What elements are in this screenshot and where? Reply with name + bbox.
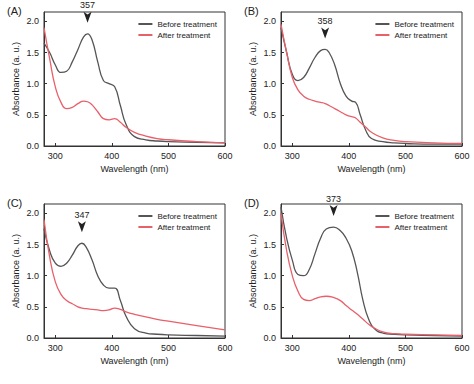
svg-text:(D): (D)	[244, 197, 259, 209]
svg-text:400: 400	[341, 343, 356, 353]
svg-text:500: 500	[161, 151, 176, 161]
svg-text:0.5: 0.5	[26, 302, 39, 312]
svg-text:600: 600	[217, 343, 232, 353]
svg-text:Before treatment: Before treatment	[157, 20, 217, 29]
svg-text:358: 358	[318, 16, 333, 26]
svg-text:500: 500	[161, 343, 176, 353]
svg-text:400: 400	[104, 343, 119, 353]
svg-text:1.5: 1.5	[26, 48, 39, 58]
svg-text:600: 600	[454, 343, 469, 353]
svg-text:0.0: 0.0	[263, 333, 276, 343]
svg-text:Wavelength (nm): Wavelength (nm)	[100, 356, 168, 366]
svg-text:400: 400	[341, 151, 356, 161]
svg-text:(A): (A)	[7, 5, 22, 17]
svg-text:(B): (B)	[244, 5, 259, 17]
svg-text:1.0: 1.0	[26, 79, 39, 89]
svg-text:After treatment: After treatment	[157, 223, 211, 232]
svg-text:1.5: 1.5	[26, 240, 39, 250]
svg-text:300: 300	[285, 343, 300, 353]
svg-text:1.5: 1.5	[263, 48, 276, 58]
svg-text:373: 373	[326, 194, 341, 204]
svg-text:Before treatment: Before treatment	[394, 212, 454, 221]
svg-text:(C): (C)	[7, 197, 22, 209]
svg-text:0.5: 0.5	[263, 302, 276, 312]
svg-text:1.0: 1.0	[26, 271, 39, 281]
svg-text:347: 347	[74, 210, 89, 220]
svg-text:Absorbance (a. u.): Absorbance (a. u.)	[11, 42, 21, 116]
svg-text:2.0: 2.0	[26, 208, 39, 218]
svg-text:0.0: 0.0	[26, 141, 39, 151]
svg-text:300: 300	[48, 151, 63, 161]
svg-text:1.0: 1.0	[263, 271, 276, 281]
svg-text:1.0: 1.0	[263, 79, 276, 89]
svg-text:Wavelength (nm): Wavelength (nm)	[100, 164, 168, 174]
svg-text:500: 500	[398, 151, 413, 161]
svg-text:357: 357	[80, 0, 95, 10]
svg-text:300: 300	[48, 343, 63, 353]
svg-text:500: 500	[398, 343, 413, 353]
svg-text:0.5: 0.5	[26, 110, 39, 120]
svg-text:0.5: 0.5	[263, 110, 276, 120]
svg-text:Wavelength (nm): Wavelength (nm)	[337, 164, 405, 174]
svg-text:Wavelength (nm): Wavelength (nm)	[337, 356, 405, 366]
svg-text:1.5: 1.5	[263, 240, 276, 250]
svg-text:Before treatment: Before treatment	[157, 212, 217, 221]
svg-text:Absorbance (a. u.): Absorbance (a. u.)	[11, 234, 21, 308]
svg-text:0.0: 0.0	[26, 333, 39, 343]
svg-text:Absorbance (a. u.): Absorbance (a. u.)	[248, 42, 258, 116]
svg-text:400: 400	[104, 151, 119, 161]
svg-text:After treatment: After treatment	[157, 31, 211, 40]
svg-text:600: 600	[217, 151, 232, 161]
svg-text:0.0: 0.0	[263, 141, 276, 151]
svg-text:After treatment: After treatment	[394, 223, 448, 232]
svg-text:Before treatment: Before treatment	[394, 20, 454, 29]
svg-text:2.0: 2.0	[263, 208, 276, 218]
svg-text:2.0: 2.0	[263, 16, 276, 26]
svg-text:Absorbance (a. u.): Absorbance (a. u.)	[248, 234, 258, 308]
svg-text:After treatment: After treatment	[394, 31, 448, 40]
svg-text:600: 600	[454, 151, 469, 161]
svg-text:300: 300	[285, 151, 300, 161]
svg-text:2.0: 2.0	[26, 16, 39, 26]
